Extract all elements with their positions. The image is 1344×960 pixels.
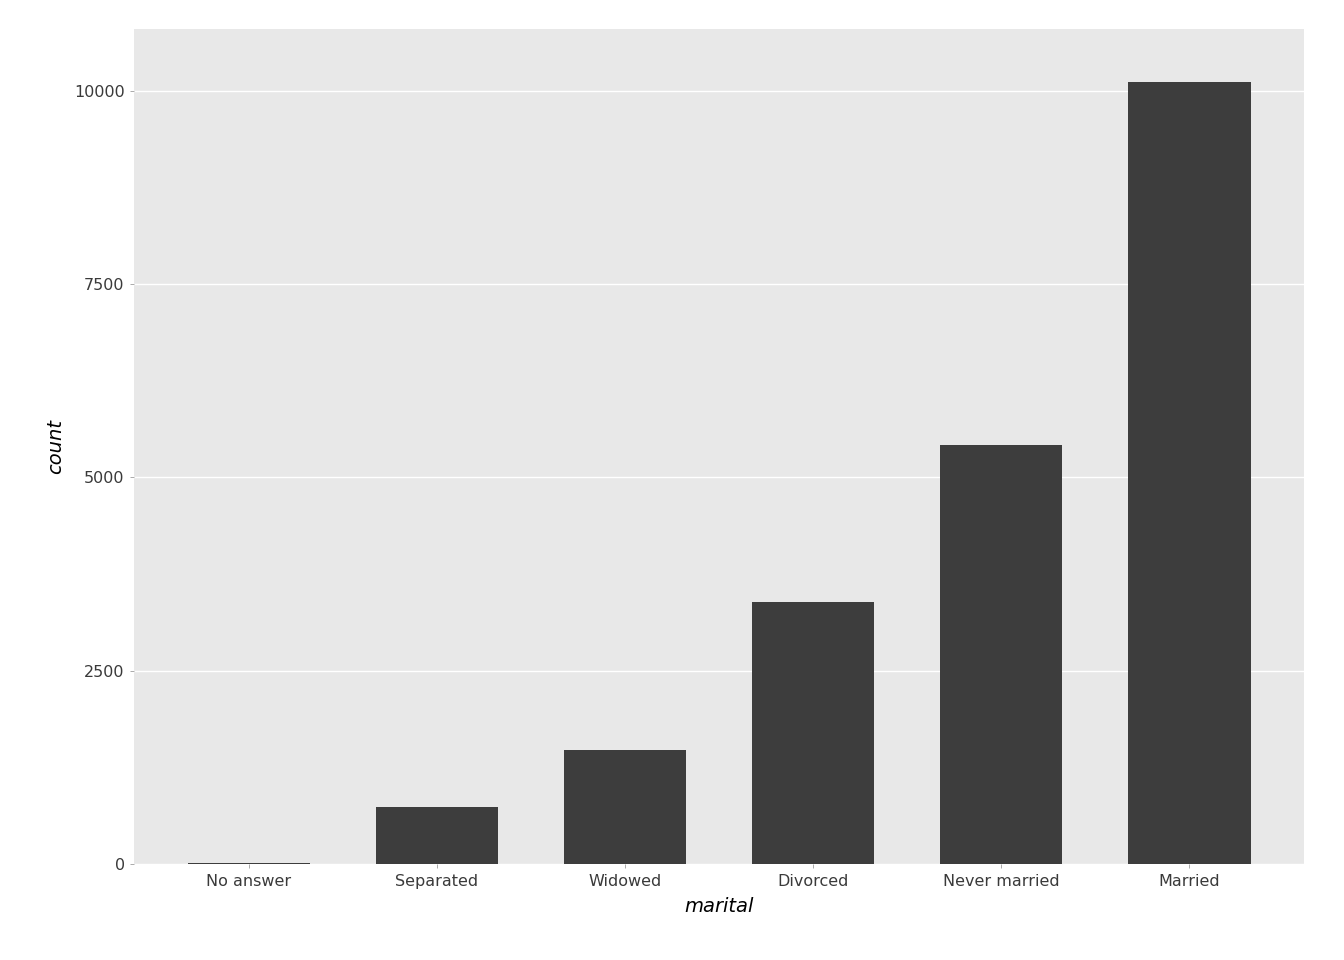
Bar [564, 750, 687, 864]
Bar [1128, 82, 1250, 864]
Bar [188, 863, 310, 864]
Bar [751, 602, 874, 864]
X-axis label: marital: marital [684, 897, 754, 916]
Bar [376, 806, 499, 864]
Bar [939, 445, 1062, 864]
Y-axis label: count: count [47, 419, 66, 474]
